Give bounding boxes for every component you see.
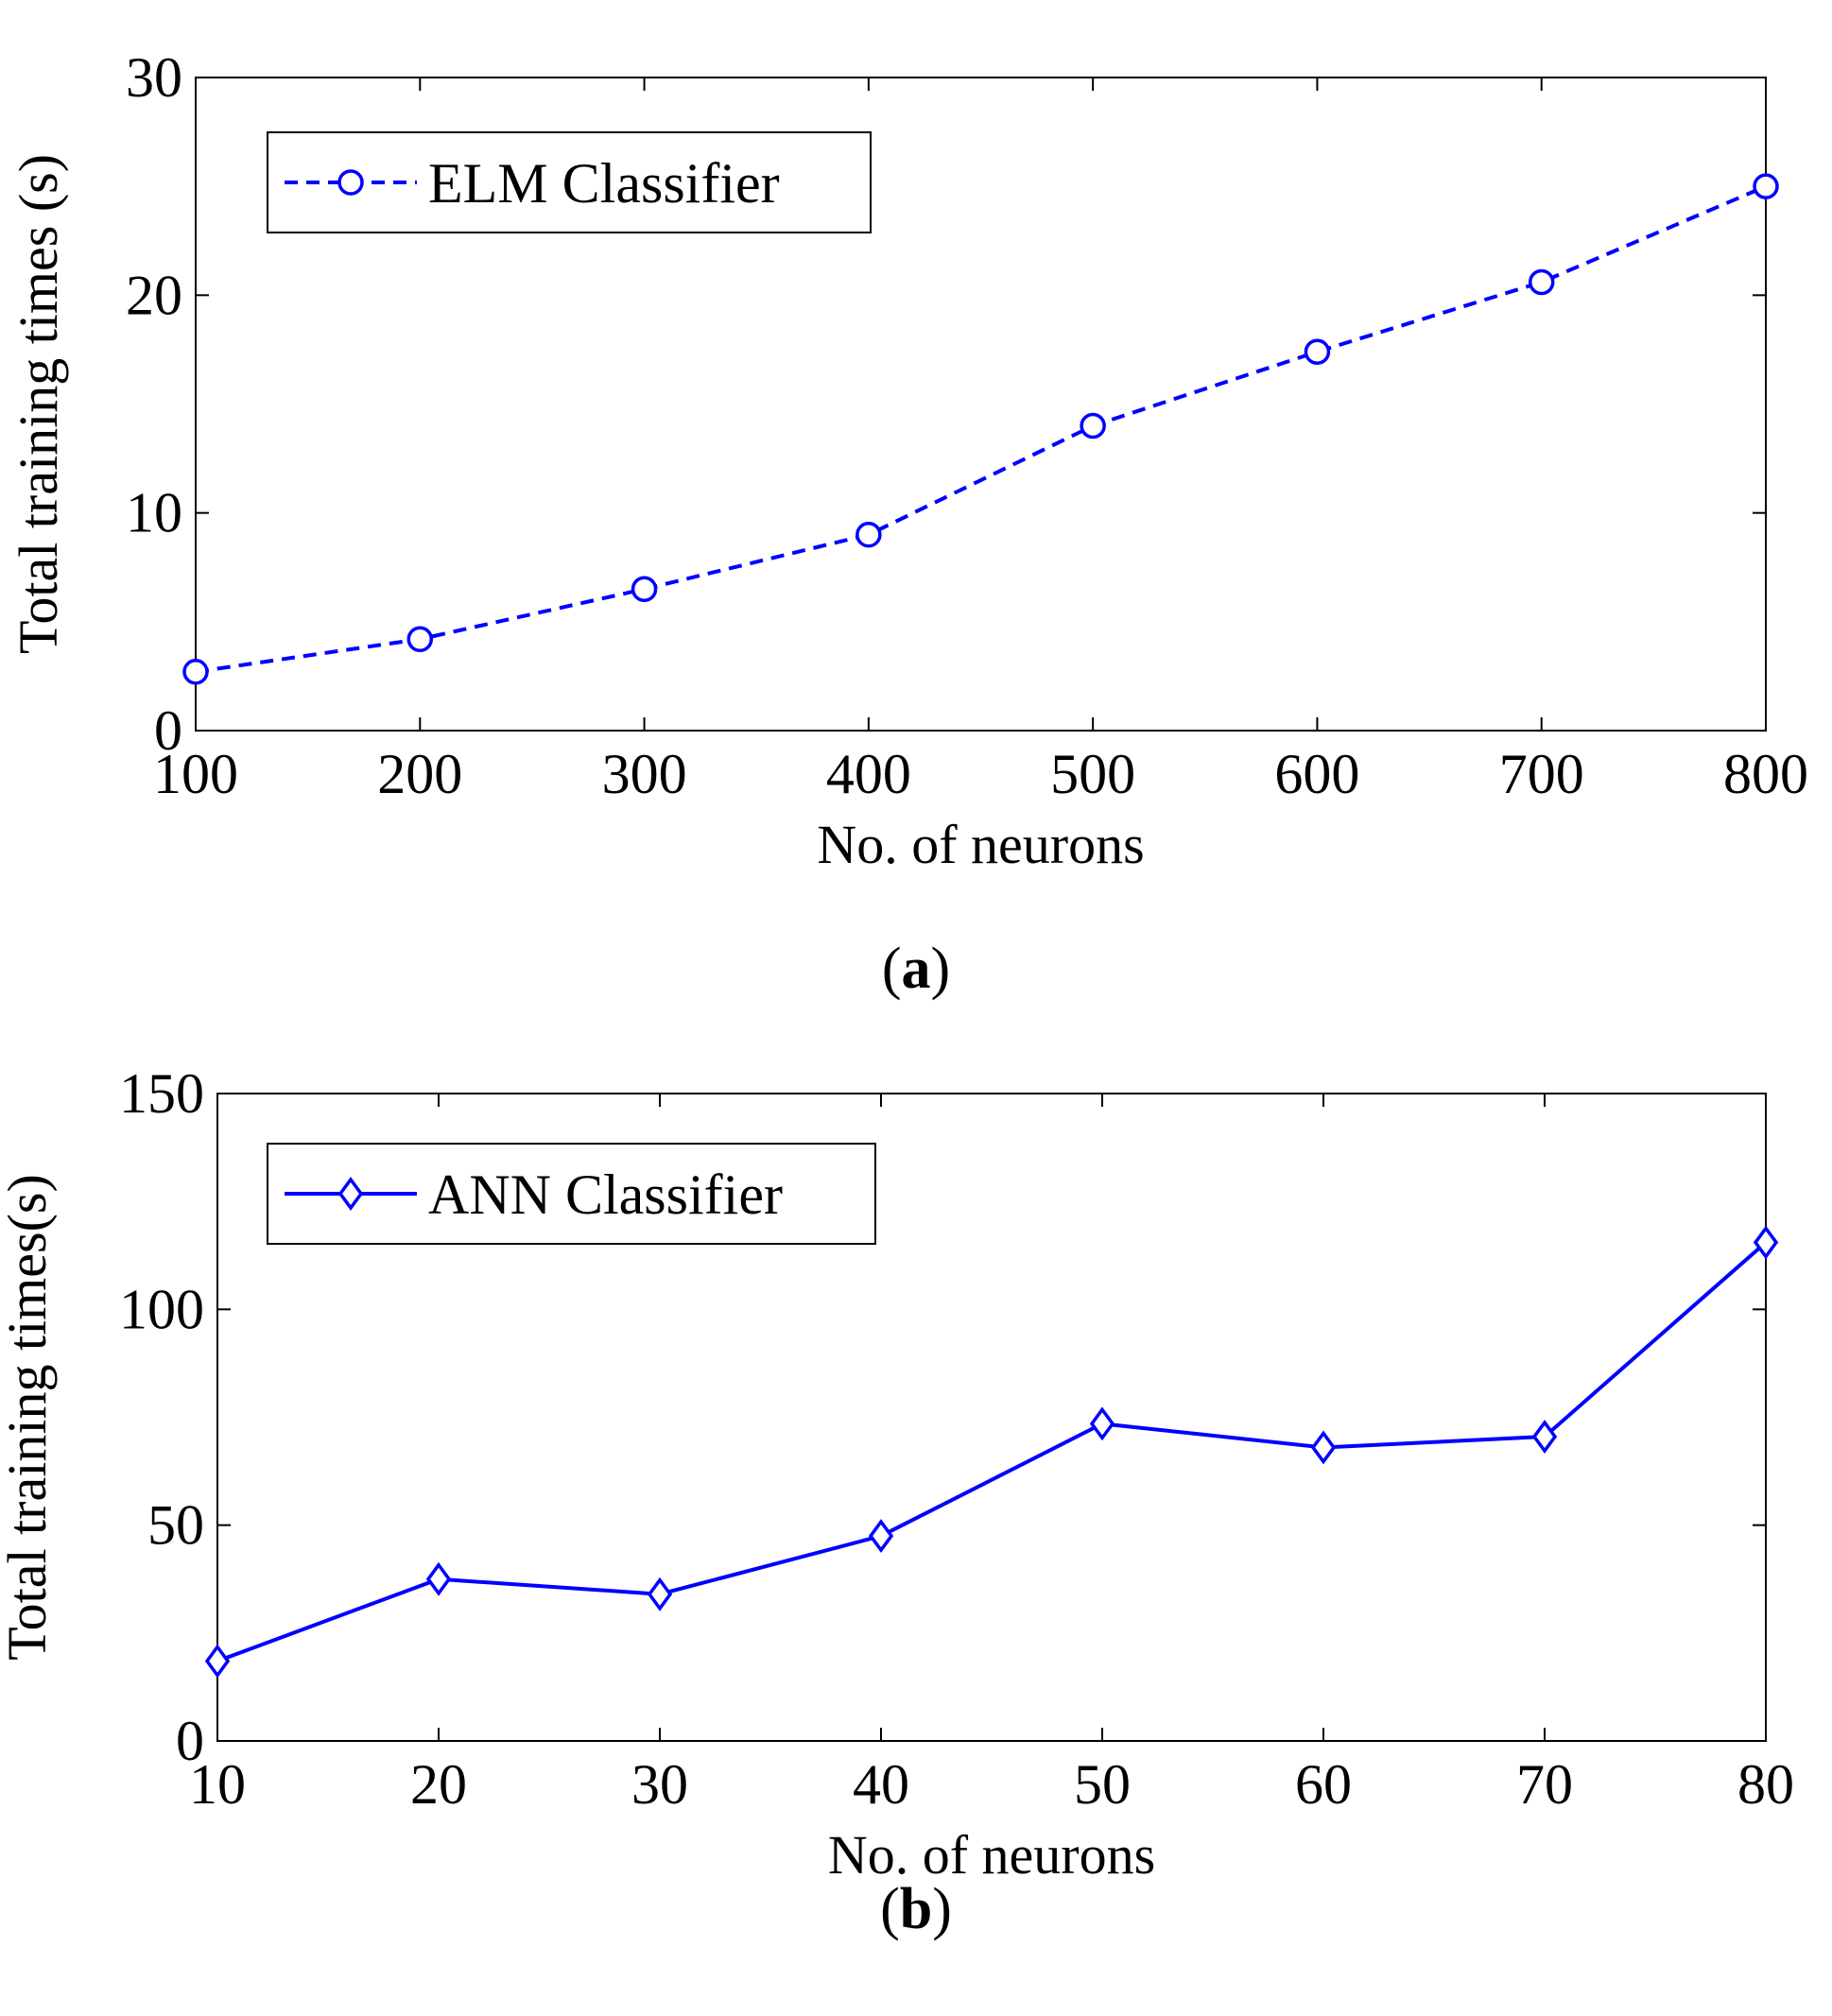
legend-box-a: [267, 131, 872, 233]
caption-a: (a): [881, 937, 951, 1001]
x-tick-label-b: 80: [1737, 1753, 1794, 1816]
legend-label-a: ELM Classifier: [428, 152, 780, 215]
y-axis-title-b: Total training times(s): [0, 1174, 58, 1661]
data-point-a: [1528, 268, 1555, 296]
y-tick-label-b: 0: [176, 1710, 204, 1772]
x-tick-label-a: 100: [153, 743, 238, 805]
data-point-a: [856, 521, 882, 548]
data-point-b: [647, 1577, 673, 1611]
plot-frame-a: [195, 77, 1767, 732]
y-tick-label-a: 30: [126, 46, 182, 109]
legend-label-b: ANN Classifier: [428, 1163, 783, 1226]
plot-frame-b: [216, 1093, 1767, 1742]
data-point-a: [1080, 412, 1106, 439]
x-tick-label-a: 600: [1274, 743, 1359, 805]
legend-marker-a: [337, 169, 364, 196]
data-point-a: [406, 626, 434, 653]
x-tick-label-b: 10: [189, 1753, 246, 1816]
data-point-a: [182, 659, 209, 685]
x-tick-label-b: 50: [1074, 1753, 1131, 1816]
y-axis-title-a: Total training times (s): [8, 154, 69, 654]
data-point-b: [204, 1644, 231, 1679]
x-tick-label-b: 30: [631, 1753, 688, 1816]
y-tick-label-b: 150: [119, 1062, 204, 1125]
x-tick-label-a: 500: [1050, 743, 1135, 805]
x-tick-label-a: 200: [377, 743, 462, 805]
caption-a-letter: a: [901, 937, 931, 1001]
y-tick-label-a: 10: [126, 482, 182, 544]
data-point-a: [1753, 173, 1779, 199]
x-tick-label-a: 800: [1723, 743, 1808, 805]
data-point-a: [1304, 338, 1331, 365]
series-line-b: [216, 1241, 1768, 1663]
data-point-b: [1753, 1225, 1779, 1260]
x-tick-label-a: 400: [826, 743, 911, 805]
y-tick-label-b: 50: [147, 1494, 204, 1557]
x-tick-label-a: 700: [1499, 743, 1584, 805]
x-axis-title-a: No. of neurons: [817, 814, 1144, 875]
legend-marker-b: [337, 1177, 364, 1211]
series-line-a: [195, 184, 1767, 674]
y-tick-label-a: 0: [154, 699, 182, 762]
data-point-a: [631, 576, 658, 603]
x-tick-label-a: 300: [602, 743, 687, 805]
x-tick-label-b: 40: [853, 1753, 909, 1816]
caption-b-letter: b: [899, 1877, 933, 1941]
data-point-b: [868, 1519, 894, 1554]
data-point-b: [1531, 1420, 1558, 1455]
data-point-b: [1089, 1406, 1115, 1441]
x-tick-label-b: 20: [410, 1753, 467, 1816]
data-point-b: [1310, 1430, 1337, 1465]
x-tick-label-b: 60: [1295, 1753, 1352, 1816]
y-tick-label-a: 20: [126, 264, 182, 326]
data-point-b: [425, 1561, 452, 1596]
y-tick-label-b: 100: [119, 1278, 204, 1340]
x-tick-label-b: 70: [1516, 1753, 1573, 1816]
x-axis-title-b: No. of neurons: [828, 1824, 1155, 1886]
caption-b: (b): [880, 1877, 952, 1941]
